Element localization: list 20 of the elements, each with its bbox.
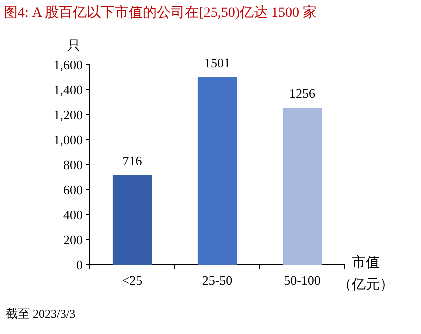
ytick: 1,400 (54, 82, 83, 98)
ytick: 0 (76, 258, 83, 272)
xtick: <25 (122, 273, 143, 288)
ytick: 800 (64, 158, 83, 172)
ytick: 1,600 (54, 58, 83, 72)
xlabel: （亿元） (338, 278, 394, 293)
data-label: 1256 (290, 86, 316, 101)
ytick: 1,000 (54, 132, 83, 148)
data-label: 716 (122, 154, 142, 168)
ytick: 600 (64, 182, 83, 198)
ylabel: 只 (68, 38, 80, 53)
xlabel: 市值 (352, 256, 380, 271)
xtick: 50-100 (284, 273, 321, 288)
title: 图4: A 股百亿以下市值的公司在[25,50)亿达 1500 家 (4, 6, 318, 21)
data-label: 1501 (204, 55, 230, 70)
ytick: 1,200 (54, 108, 83, 122)
ytick: 200 (64, 232, 83, 248)
xtick: 25-50 (202, 273, 233, 288)
annotation: 截至 2023/3/3 (6, 307, 76, 321)
ytick: 400 (64, 208, 83, 222)
